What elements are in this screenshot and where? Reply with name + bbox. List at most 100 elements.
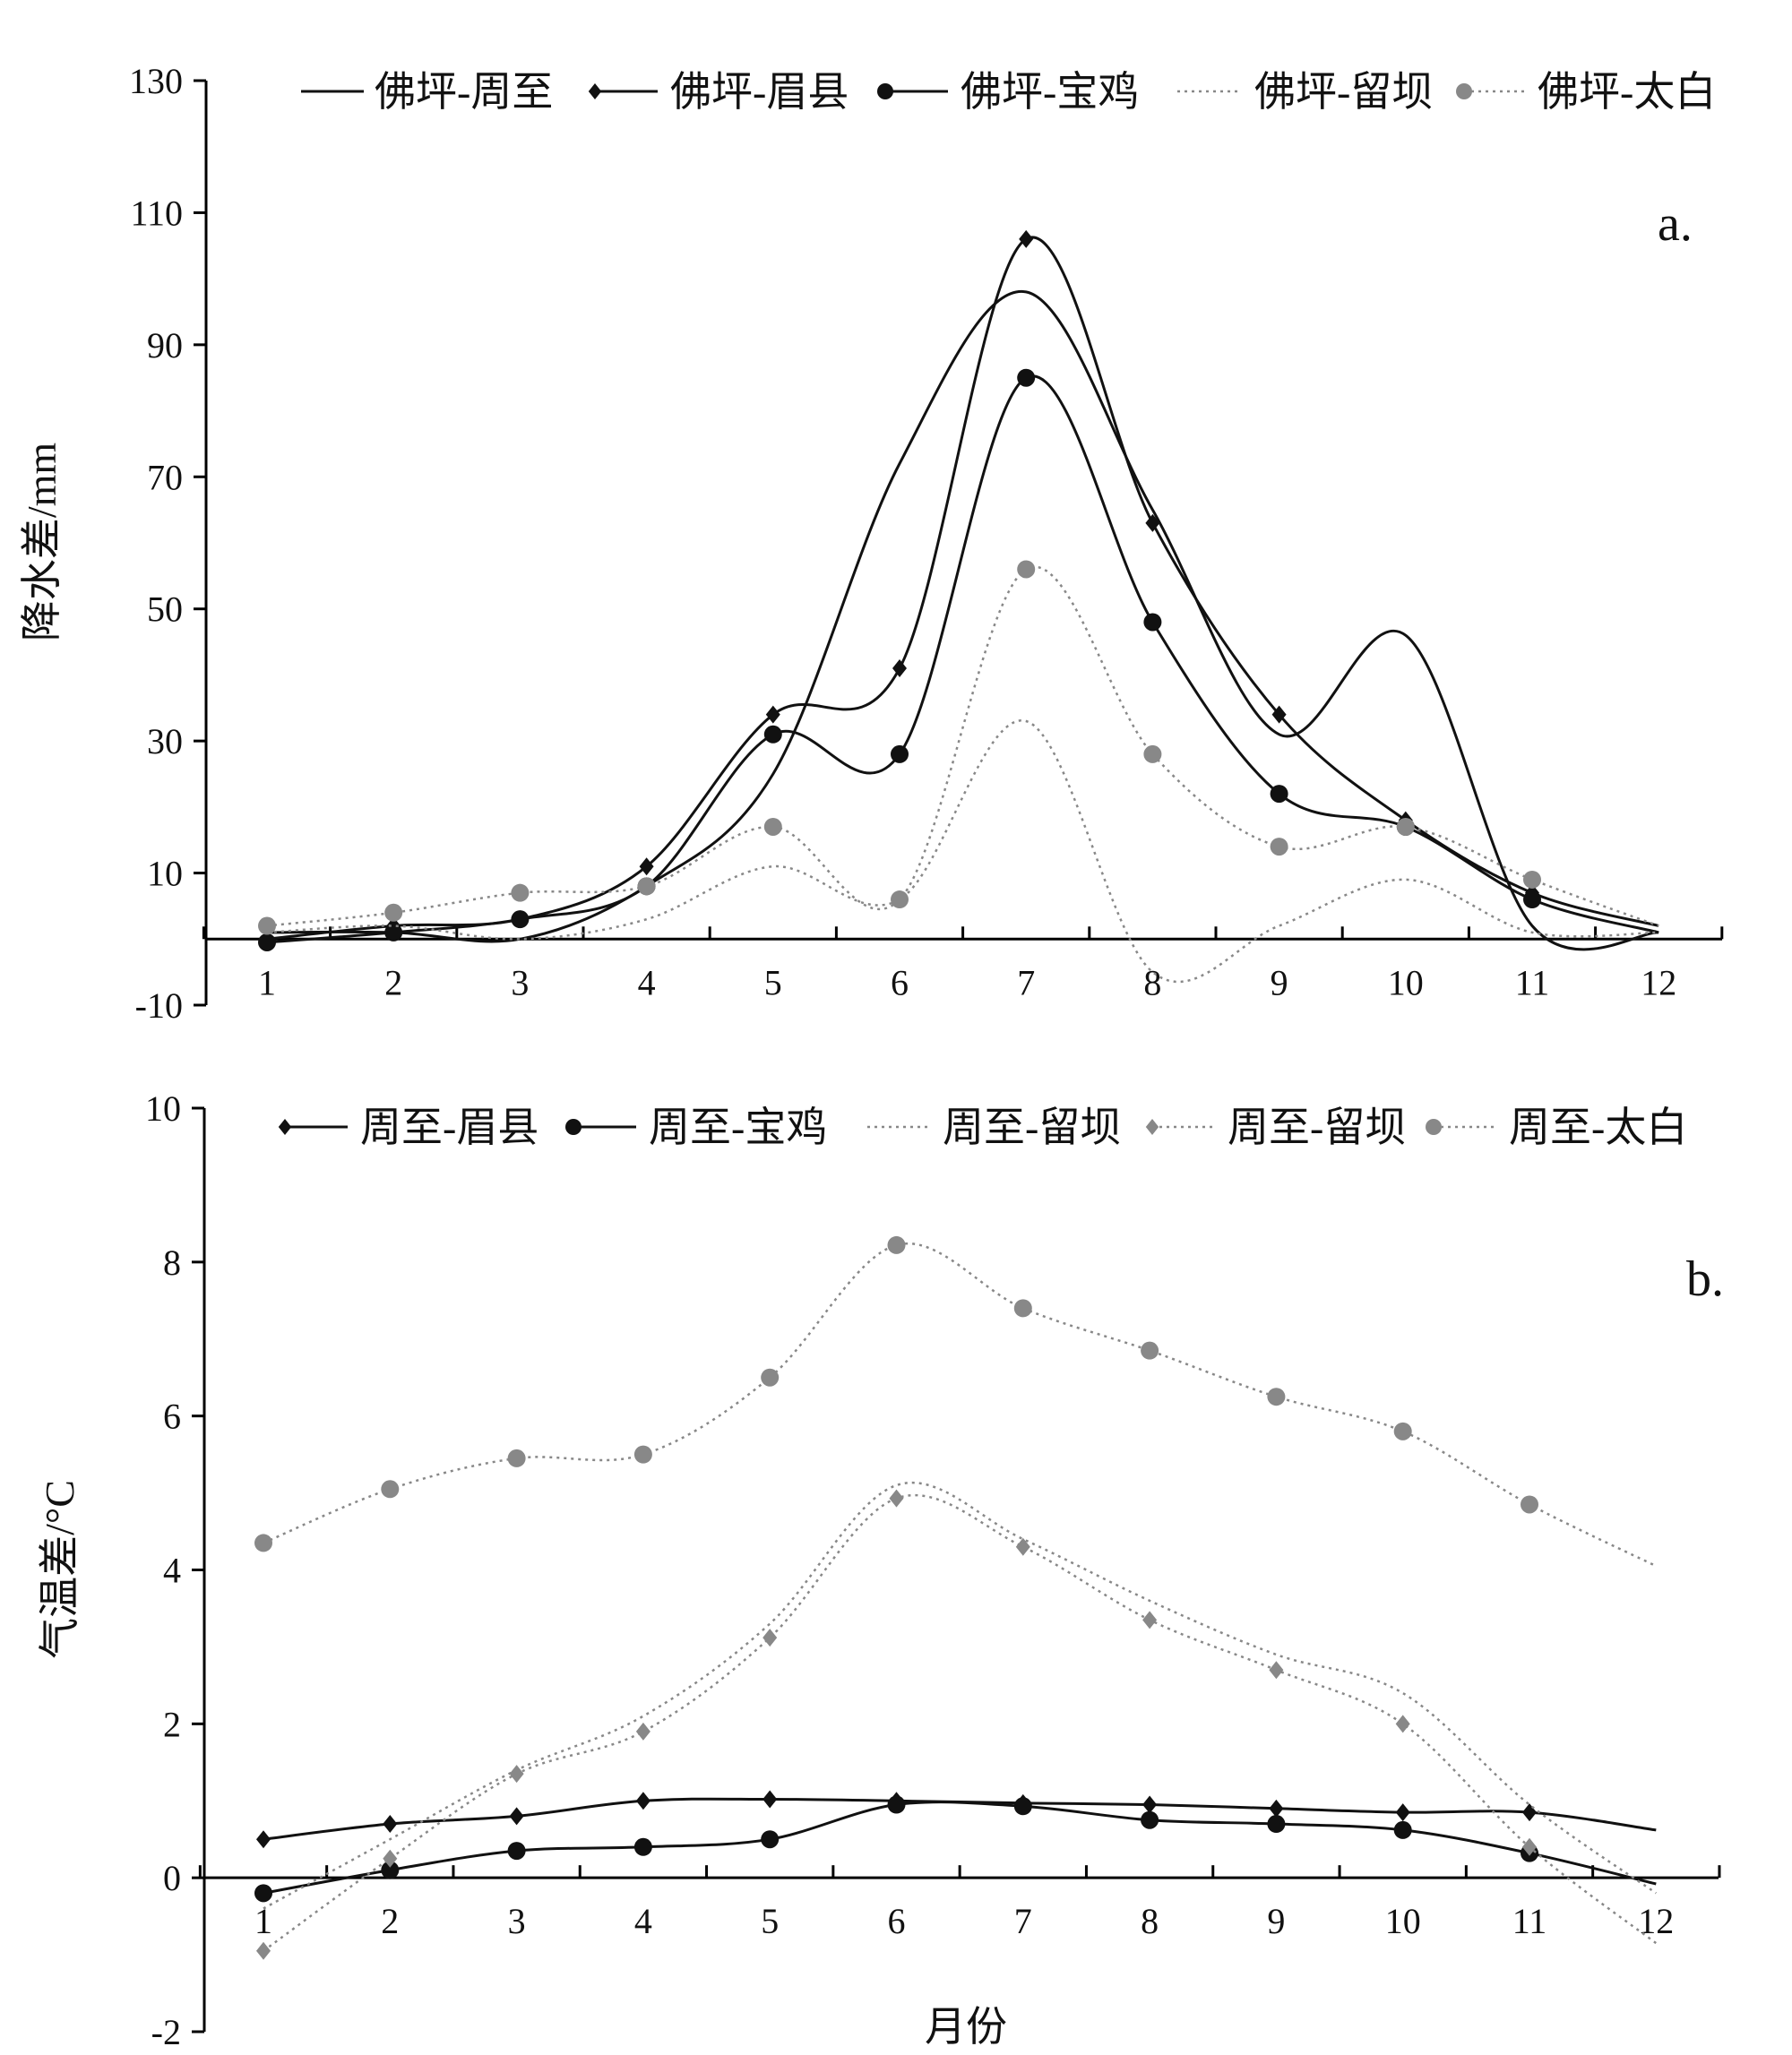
series-2-point: [765, 705, 780, 724]
series-1-line: [263, 1797, 1657, 1841]
series-4: [256, 1489, 1658, 1960]
y-tick-label: 10: [145, 1088, 181, 1129]
legend-label: 周至-留坝: [1228, 1105, 1406, 1150]
legend-swatch-marker: [565, 1119, 582, 1135]
series-2-point: [1141, 1810, 1159, 1829]
x-tick-label: 7: [1014, 1901, 1032, 1941]
series-2-point: [639, 857, 654, 876]
series-2-point: [887, 1795, 906, 1814]
legend-label: 周至-宝鸡: [649, 1105, 827, 1150]
x-tick-label: 11: [1512, 1901, 1547, 1941]
legend-item: 周至-太白: [1426, 1105, 1687, 1150]
series-5-point: [1017, 560, 1036, 579]
series-3: [263, 1481, 1658, 1910]
series-2-point: [1019, 229, 1034, 248]
y-tick-label: 0: [163, 1858, 181, 1898]
panel-label: a.: [1658, 196, 1693, 252]
series-4-point: [256, 1941, 271, 1960]
series-5-point: [258, 916, 276, 935]
legend-label: 佛坪-太白: [1538, 69, 1716, 115]
series-4-point: [383, 1849, 398, 1868]
y-axis-title: 气温差/°C: [37, 1480, 82, 1659]
series-3-point: [891, 744, 909, 763]
series-2-point: [1271, 705, 1287, 724]
series-4-point: [1142, 1611, 1158, 1629]
series-5-point: [1013, 1299, 1032, 1318]
series-5-point: [384, 903, 403, 922]
legend-swatch-marker: [1456, 83, 1472, 99]
series-5-point: [1270, 838, 1288, 856]
series-3-line: [263, 1481, 1658, 1910]
x-tick-label: 3: [511, 962, 529, 1002]
series-5-point: [254, 1534, 272, 1552]
legend-swatch-marker: [588, 83, 602, 99]
x-tick-label: 10: [1385, 1901, 1421, 1941]
x-tick-label: 5: [761, 1901, 779, 1941]
series-3-point: [258, 933, 276, 951]
series-1-point: [1395, 1803, 1410, 1822]
x-tick-label: 1: [254, 1901, 272, 1941]
x-tick-label: 6: [891, 962, 909, 1002]
series-4-line: [263, 1493, 1658, 1952]
y-tick-label: -10: [135, 985, 183, 1026]
series-5-point: [1521, 1495, 1538, 1514]
series-5-line: [266, 565, 1659, 927]
series-3-point: [1523, 890, 1541, 909]
series-2-point: [381, 1861, 400, 1879]
series-2-point: [761, 1830, 780, 1849]
x-tick-label: 7: [1017, 962, 1035, 1002]
x-tick-label: 10: [1388, 962, 1424, 1002]
series-2-line: [263, 1801, 1657, 1895]
x-tick-label: 5: [764, 962, 782, 1002]
series-1-point: [1142, 1795, 1158, 1814]
series-5-point: [1267, 1388, 1286, 1406]
legend-swatch-marker: [877, 83, 893, 99]
series-5-point: [633, 1445, 652, 1464]
series-5-point: [1396, 817, 1415, 836]
legend-item: 佛坪-留坝: [1177, 69, 1433, 115]
series-1-point: [762, 1790, 778, 1809]
series-1-point: [383, 1815, 398, 1834]
series-2: [254, 1795, 1657, 1903]
series-1: [266, 290, 1659, 951]
series-2-point: [1013, 1797, 1032, 1816]
series-3-point: [1017, 368, 1036, 387]
series-1-point: [1522, 1803, 1537, 1822]
legend-swatch-marker: [1426, 1119, 1442, 1135]
y-tick-label: 70: [147, 457, 183, 497]
series-3-point: [1143, 613, 1162, 632]
y-axis-title: 降水差/mm: [19, 443, 65, 642]
series-5: [254, 1235, 1657, 1568]
series-5-point: [507, 1449, 526, 1467]
series-1-point: [256, 1830, 271, 1849]
series-3-line: [266, 374, 1659, 944]
legend-item: 周至-留坝: [867, 1105, 1121, 1150]
series-4-point: [635, 1722, 650, 1741]
legend-label: 周至-太白: [1509, 1105, 1687, 1150]
legend-item: 佛坪-太白: [1456, 69, 1716, 115]
series-3-point: [763, 725, 782, 744]
y-tick-label: 6: [163, 1397, 181, 1437]
panel-a-precipitation-chart: -1010305070901101301 2 3 4 5 6 7 8 9 10 11 12佛坪-周至佛…: [19, 61, 1724, 1026]
x-tick-label: 4: [634, 1901, 652, 1941]
legend-label: 佛坪-眉县: [670, 69, 849, 115]
x-tick-label: 11: [1515, 962, 1550, 1002]
y-tick-label: 110: [130, 193, 183, 233]
series-5-point: [891, 890, 909, 909]
x-tick-label: 1: [258, 962, 276, 1002]
series-4-point: [509, 1765, 524, 1784]
series-5-point: [763, 817, 782, 836]
series-2-line: [266, 236, 1659, 941]
series-2-point: [507, 1842, 526, 1861]
legend-swatch-marker: [1145, 1119, 1159, 1135]
series-5-point: [381, 1480, 400, 1499]
series-2-point: [1393, 1820, 1412, 1839]
legend-item: 佛坪-宝鸡: [877, 69, 1139, 115]
x-tick-label: 9: [1267, 1901, 1285, 1941]
x-tick-label: 12: [1638, 1901, 1674, 1941]
series-1-point: [1269, 1799, 1284, 1818]
x-tick-label: 4: [638, 962, 656, 1002]
legend-item: 周至-眉县: [278, 1105, 538, 1150]
series-4-point: [1395, 1715, 1410, 1733]
legend-label: 周至-留坝: [943, 1105, 1121, 1150]
